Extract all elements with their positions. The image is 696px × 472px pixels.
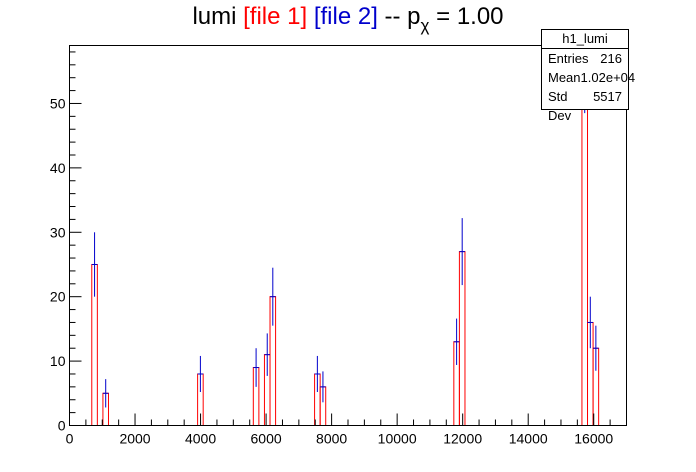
chart-title: lumi [file 1] [file 2] -- pχ = 1.00 xyxy=(192,3,504,35)
y-tick-label: 0 xyxy=(58,418,66,434)
file2-label: [file 2] xyxy=(313,3,378,30)
y-axis: 0 10 20 30 40 50 xyxy=(50,51,82,434)
y-tick-label: 30 xyxy=(50,224,66,240)
x-tick-label: 14000 xyxy=(509,431,548,447)
x-tick-label: 4000 xyxy=(185,431,216,447)
x-tick-label: 8000 xyxy=(316,431,347,447)
stats-box: h1_lumi Entries 216 Mean 1.02e+04 Std Dev 5… xyxy=(541,29,636,123)
x-tick-label: 6000 xyxy=(251,431,282,447)
y-tick-label: 20 xyxy=(50,289,66,305)
bars-layer xyxy=(91,45,600,426)
x-tick-label: 2000 xyxy=(119,431,150,447)
x-tick-label: 12000 xyxy=(443,431,482,447)
error-bars-layer xyxy=(91,45,599,408)
y-tick-label: 10 xyxy=(50,353,66,369)
x-tick-label: 0 xyxy=(66,431,74,447)
stats-row-stddev: Std Dev 5517 xyxy=(548,89,622,123)
x-axis: 0 2000 4000 6000 8000 10000 12000 14000 16000 xyxy=(66,413,627,447)
y-tick-label: 50 xyxy=(50,95,66,111)
file1-label: [file 1] xyxy=(243,3,308,30)
x-tick-label: 16000 xyxy=(574,431,613,447)
stats-row-mean: Mean 1.02e+04 xyxy=(548,70,636,85)
stats-row-entries: Entries 216 xyxy=(548,51,622,66)
x-tick-label: 10000 xyxy=(378,431,417,447)
y-tick-label: 40 xyxy=(50,160,66,176)
stats-title: h1_lumi xyxy=(542,30,628,49)
